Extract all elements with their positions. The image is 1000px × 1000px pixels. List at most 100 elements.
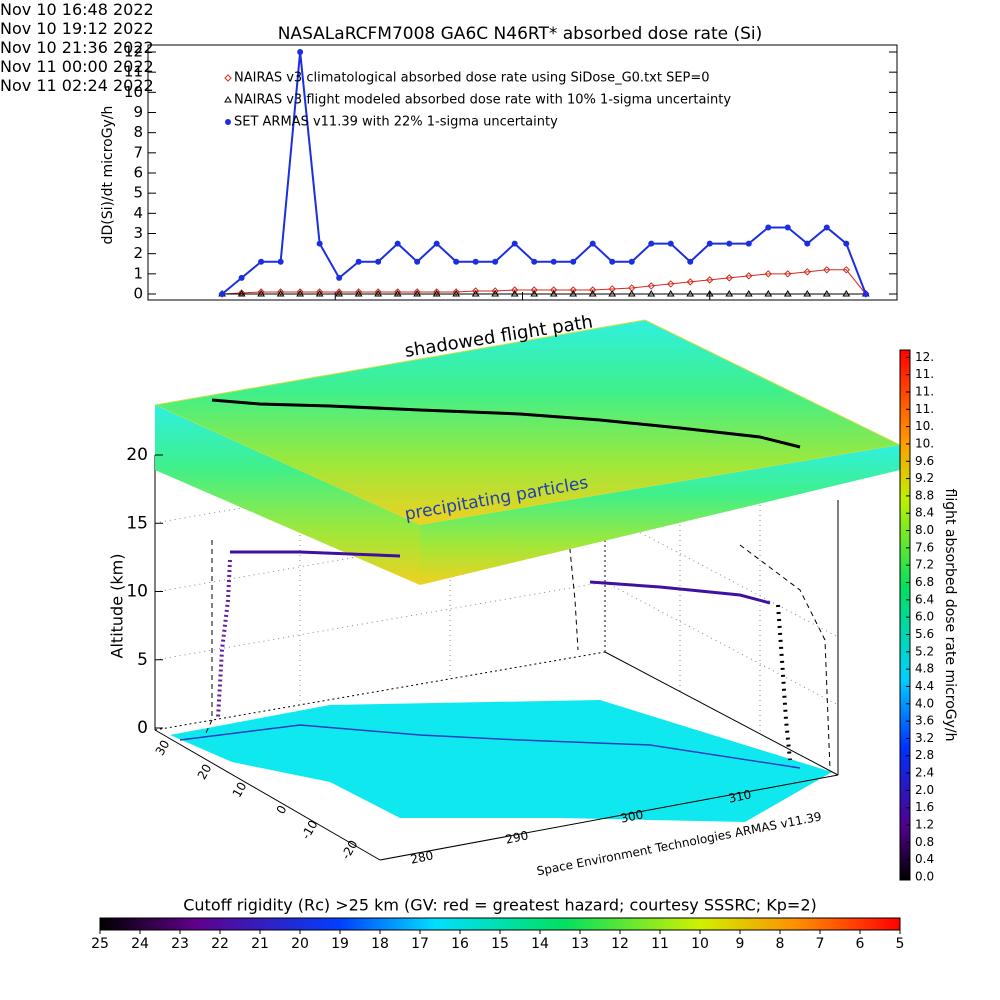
lat-tick-label: -20 [339, 838, 361, 862]
data-point [842, 266, 850, 274]
data-point [315, 288, 324, 296]
data-point [433, 240, 440, 247]
colorbar-tick-label: 8.4 [915, 506, 934, 520]
z-axis-label: Altitude (km) [108, 554, 127, 659]
colorbar-label: flight absorbed dose rate microGy/h [942, 489, 958, 742]
colorbar-tick-label: 10. [915, 419, 934, 433]
data-point [843, 240, 850, 247]
data-point [569, 290, 578, 297]
legend-label: NAIRAS v3 climatological absorbed dose r… [234, 71, 710, 86]
colorbar-tick-label: 20 [291, 936, 309, 952]
y-tick-label: 12 [124, 43, 143, 61]
x-tick-label: Nov 11 00:00 2022 [0, 57, 154, 76]
data-point [550, 286, 558, 294]
y-axis-label: dD(Si)/dt microGy/h [100, 106, 116, 245]
data-point [335, 290, 344, 297]
data-point [647, 290, 656, 297]
data-point [823, 266, 831, 274]
colorbar-tick-label: 21 [251, 936, 269, 952]
colorbar-tick-label: 6.0 [915, 610, 934, 624]
data-point [257, 288, 265, 296]
data-point [609, 258, 616, 265]
x-tick-label: Nov 10 16:48 2022 [0, 0, 154, 19]
data-point [842, 290, 851, 297]
colorbar-tick-label: 11. [915, 402, 934, 416]
data-point [510, 286, 519, 294]
data-point [530, 286, 538, 294]
colorbar-tick-label: 4.8 [915, 662, 934, 676]
y-tick-label: 5 [133, 184, 143, 202]
data-point [764, 270, 772, 278]
x-tick-label: Nov 11 02:24 2022 [0, 76, 154, 95]
colorbar-title: Cutoff rigidity (Rc) >25 km (GV: red = g… [183, 896, 817, 915]
data-point [725, 274, 733, 282]
colorbar-tick-label: 9 [736, 936, 745, 952]
y-tick-label: 7 [133, 143, 143, 161]
scene-3d [153, 319, 902, 861]
data-point [315, 290, 324, 297]
data-point [725, 290, 734, 297]
colorbar-tick-label: 23 [171, 936, 189, 952]
colorbar-tick-label: 18 [371, 936, 389, 952]
data-point [589, 286, 597, 294]
data-point [238, 274, 245, 281]
data-point [686, 290, 695, 297]
colorbar-tick-label: 9.6 [915, 454, 934, 468]
data-point [432, 290, 441, 297]
y-tick-label: 3 [133, 224, 143, 242]
colorbar-tick-label: 12 [611, 936, 629, 952]
colorbar-tick-label: 1.6 [915, 800, 934, 814]
colorbar-tick-label: 8.8 [915, 488, 934, 502]
data-point [628, 258, 635, 265]
data-point [472, 258, 479, 265]
x-tick-label: Nov 10 19:12 2022 [0, 19, 154, 38]
colorbar-tick-label: 6 [856, 936, 865, 952]
colorbar-tick-label: 2.8 [915, 748, 934, 762]
data-point [862, 291, 869, 297]
colorbar-tick-label: 0.4 [915, 852, 934, 866]
rigidity-colorbar [99, 917, 901, 931]
colorbar-tick-label: 22 [211, 936, 229, 952]
colorbar-tick-label: 10. [915, 436, 934, 450]
legend-marker [225, 119, 231, 125]
y-tick-label: 11 [124, 63, 143, 81]
data-point [453, 258, 460, 265]
data-point [511, 240, 518, 247]
data-point [277, 258, 284, 265]
data-point [647, 282, 655, 290]
data-point [393, 288, 402, 296]
colorbar-tick-label: 0.8 [915, 835, 934, 849]
lat-tick-label: 10 [230, 780, 250, 800]
colorbar-tick-label: 7.2 [915, 558, 934, 572]
chart-title: NASALaRCFM7008 GA6C N46RT* absorbed dose… [278, 24, 763, 44]
y-tick-label: 6 [133, 164, 143, 182]
z-tick-label: 10 [126, 582, 148, 602]
data-point [413, 288, 421, 296]
colorbar-tick-label: 6.4 [915, 592, 934, 606]
data-point [374, 290, 383, 297]
lon-tick-label: 290 [504, 828, 529, 846]
colorbar-tick-label: 2.4 [915, 766, 934, 780]
colorbar-tick-label: 0.0 [915, 870, 934, 884]
data-point [589, 240, 596, 247]
data-point [276, 290, 285, 297]
data-point [491, 290, 500, 297]
colorbar-tick-label: 5.2 [915, 644, 934, 658]
colorbar-tick-label: 2.0 [915, 783, 934, 797]
colorbar-tick-label: 25 [91, 936, 109, 952]
legend-marker [224, 74, 232, 82]
z-tick-label: 0 [137, 718, 148, 738]
data-point [686, 278, 694, 286]
colorbar-tick-label: 13 [571, 936, 589, 952]
data-point [706, 276, 714, 284]
legend-label: NAIRAS v3 flight modeled absorbed dose r… [234, 93, 731, 108]
data-point [355, 258, 362, 265]
x-tick-label: Nov 10 21:36 2022 [0, 38, 154, 57]
data-point [608, 290, 617, 297]
data-point [471, 290, 480, 297]
data-point [823, 224, 830, 231]
data-point [413, 290, 422, 297]
data-point [452, 290, 461, 297]
colorbar-tick-label: 7.6 [915, 540, 934, 554]
data-point [648, 240, 655, 247]
